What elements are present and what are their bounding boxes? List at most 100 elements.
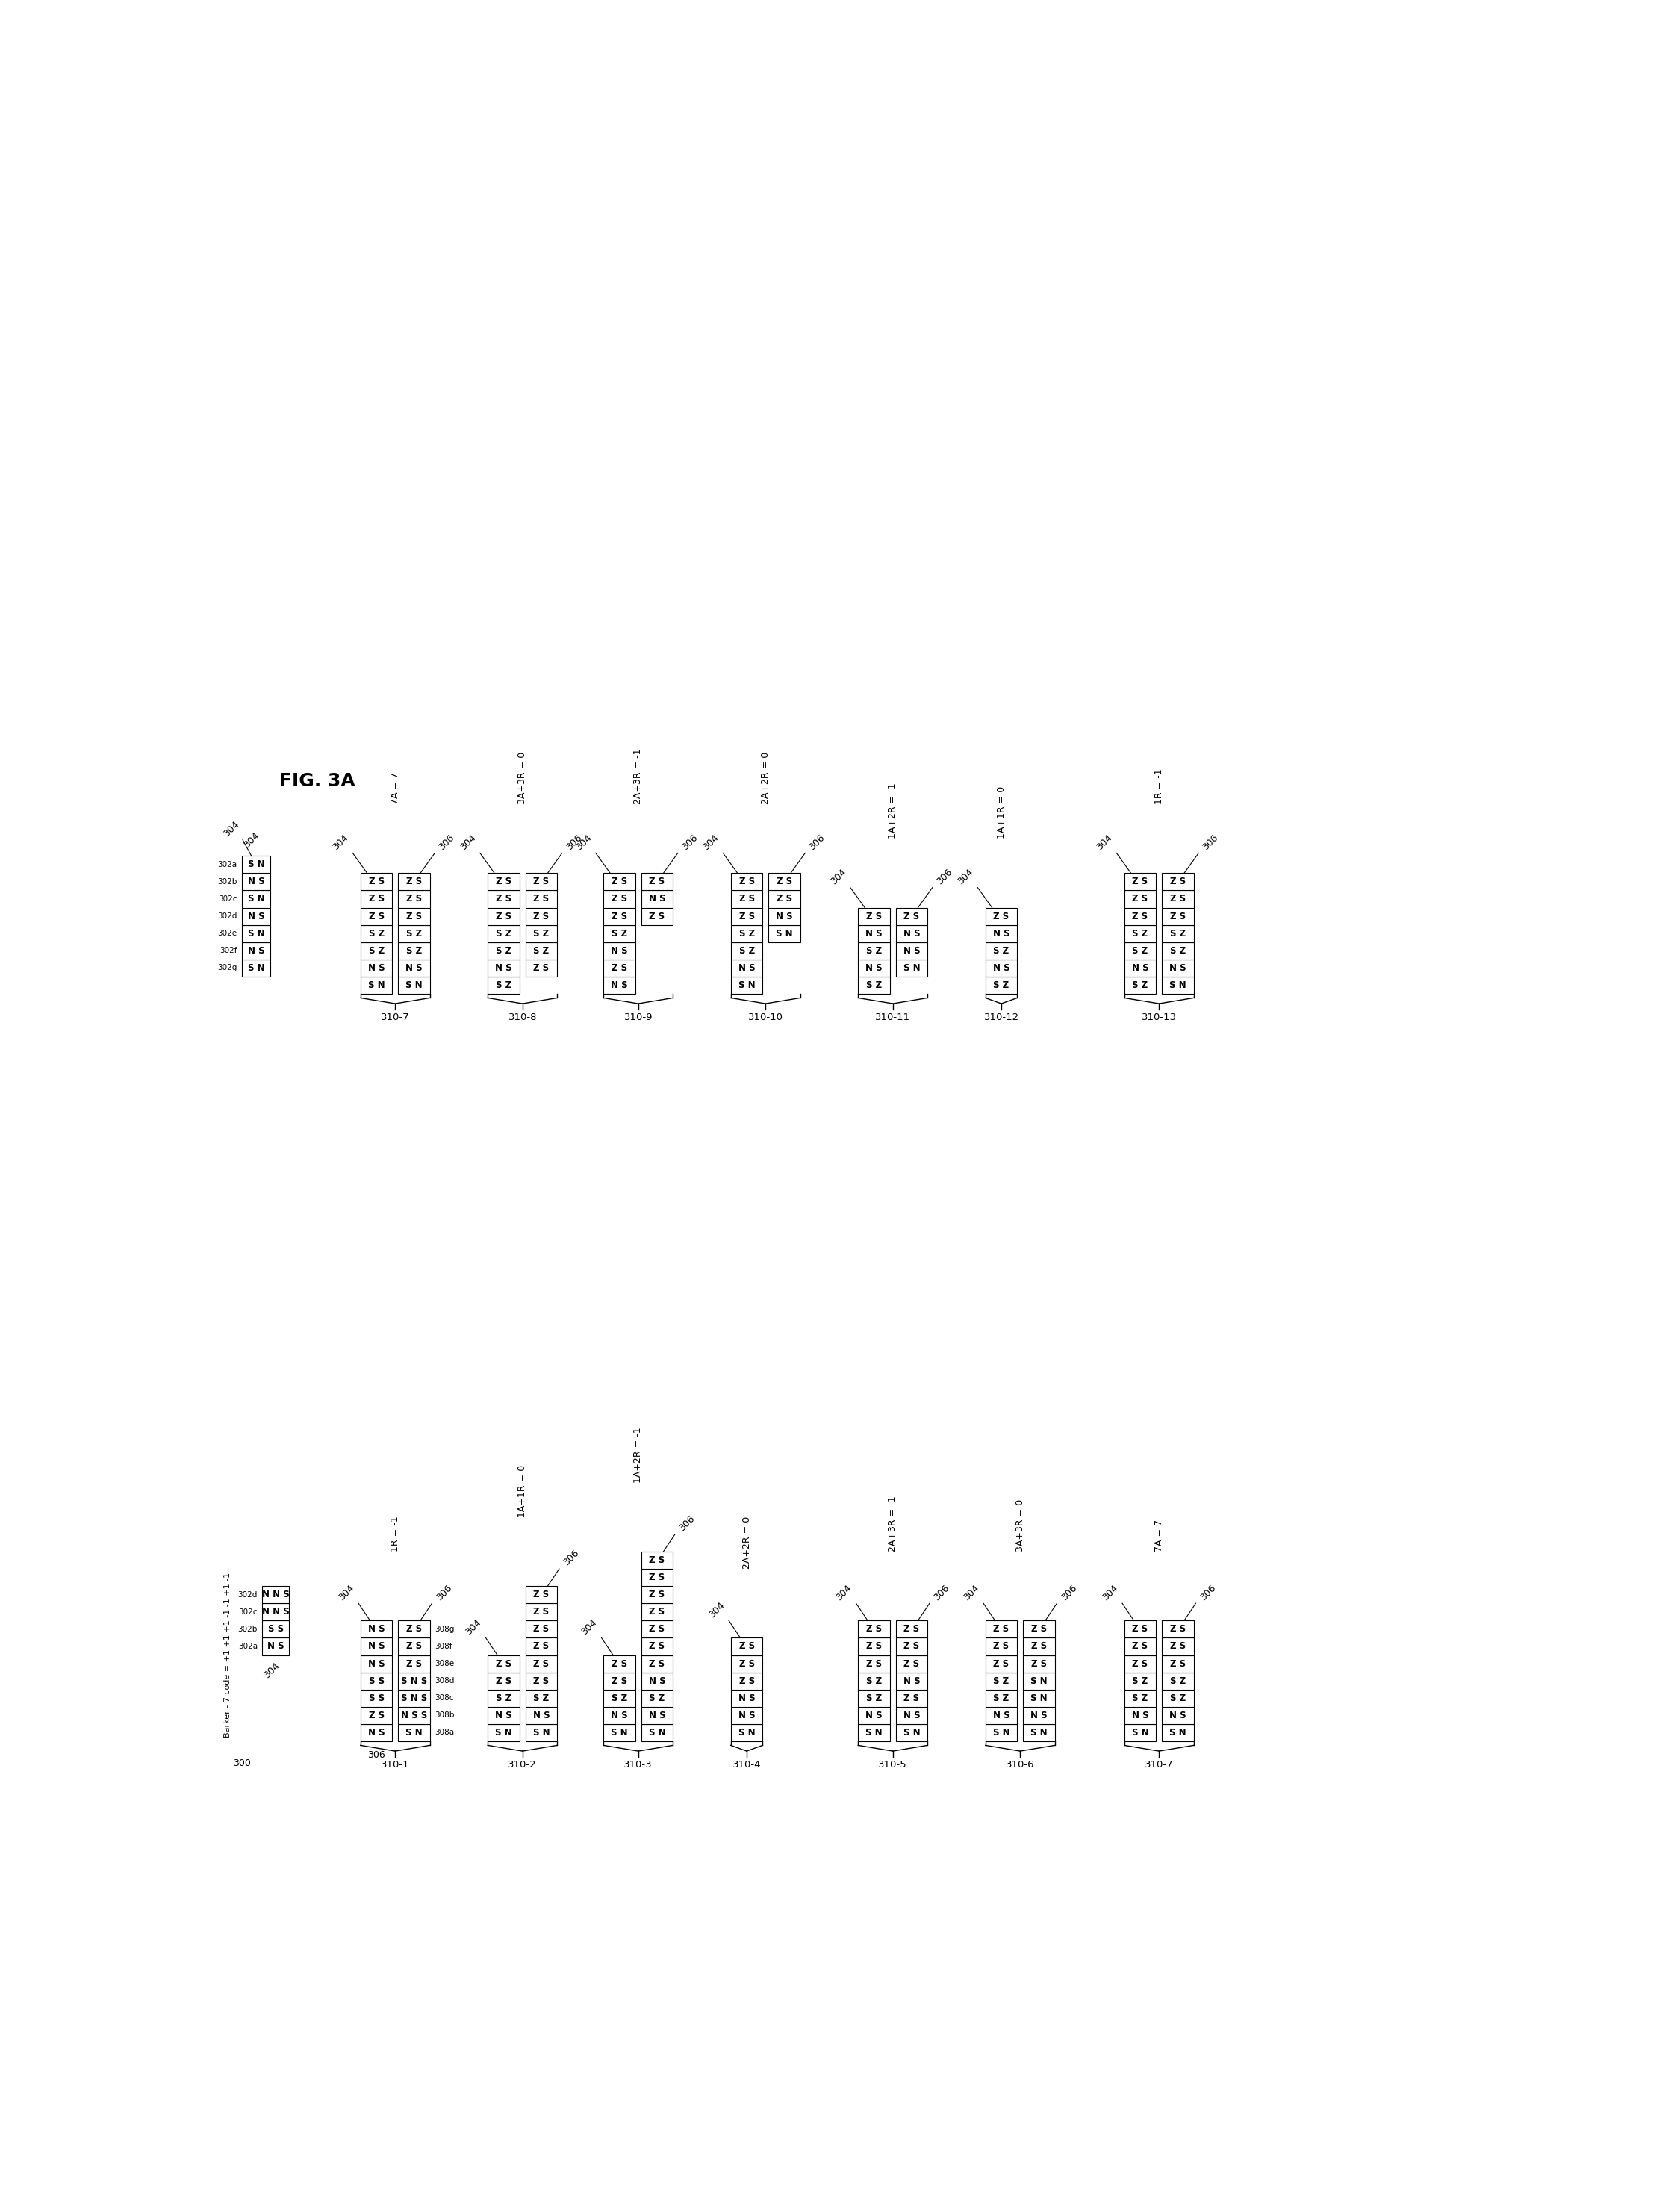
Text: S N: S N <box>1132 1729 1149 1737</box>
Bar <box>361 1689 393 1707</box>
Bar <box>242 907 270 925</box>
Text: Z S: Z S <box>739 1676 754 1687</box>
Text: S N: S N <box>247 859 264 870</box>
Bar <box>242 942 270 960</box>
Bar <box>642 1656 674 1671</box>
Bar <box>603 960 635 978</box>
Bar <box>642 890 674 907</box>
Text: Z S: Z S <box>648 1658 665 1669</box>
Bar <box>642 874 674 890</box>
Text: Z S: Z S <box>867 912 882 920</box>
Text: S Z: S Z <box>534 1693 549 1702</box>
Bar <box>858 1724 890 1742</box>
Bar <box>642 1671 674 1689</box>
Text: N S: N S <box>865 1711 882 1720</box>
Bar <box>603 874 635 890</box>
Text: Z S: Z S <box>867 1640 882 1652</box>
Text: N S: N S <box>368 1625 385 1634</box>
Text: 2A+2R = 0: 2A+2R = 0 <box>761 751 771 804</box>
Bar <box>262 1603 289 1621</box>
Bar <box>858 1656 890 1671</box>
Text: S Z: S Z <box>534 929 549 938</box>
Bar <box>361 1707 393 1724</box>
Bar <box>262 1621 289 1638</box>
Bar <box>361 1724 393 1742</box>
Text: 304: 304 <box>835 1583 853 1603</box>
Text: 302g: 302g <box>217 964 237 971</box>
Text: S Z: S Z <box>648 1693 665 1702</box>
Text: Z S: Z S <box>739 1658 754 1669</box>
Text: N S: N S <box>993 929 1010 938</box>
Text: 304: 304 <box>1100 1583 1121 1603</box>
Text: Z S: Z S <box>612 894 627 903</box>
Bar <box>731 907 763 925</box>
Text: N S: N S <box>405 962 422 973</box>
Bar <box>603 978 635 993</box>
Bar <box>487 890 519 907</box>
Bar <box>398 978 430 993</box>
Text: Z S: Z S <box>1169 876 1186 887</box>
Text: N S: N S <box>1169 962 1186 973</box>
Bar <box>1023 1621 1055 1638</box>
Text: 7A = 7: 7A = 7 <box>1154 1519 1164 1552</box>
Text: S N: S N <box>405 980 422 991</box>
Bar <box>603 907 635 925</box>
Text: N S: N S <box>865 962 882 973</box>
Text: 302f: 302f <box>220 947 237 953</box>
Bar <box>526 1621 558 1638</box>
Text: Z S: Z S <box>1132 894 1147 903</box>
Text: Z S: Z S <box>612 876 627 887</box>
Bar <box>487 1707 519 1724</box>
Bar <box>642 1552 674 1568</box>
Text: Z S: Z S <box>534 912 549 920</box>
Bar <box>1163 925 1194 942</box>
Bar <box>361 874 393 890</box>
Text: Z S: Z S <box>904 912 919 920</box>
Bar <box>642 1638 674 1656</box>
Text: Z S: Z S <box>534 1640 549 1652</box>
Text: 302d: 302d <box>217 912 237 920</box>
Bar <box>986 1689 1018 1707</box>
Text: N S: N S <box>267 1640 284 1652</box>
Text: Z S: Z S <box>1169 1625 1186 1634</box>
Bar <box>1023 1671 1055 1689</box>
Bar <box>398 1724 430 1742</box>
Text: Z S: Z S <box>993 1625 1010 1634</box>
Bar <box>398 942 430 960</box>
Bar <box>603 925 635 942</box>
Bar <box>1124 942 1156 960</box>
Bar <box>487 925 519 942</box>
Bar <box>895 1724 927 1742</box>
Bar <box>895 907 927 925</box>
Text: 7A = 7: 7A = 7 <box>390 773 400 804</box>
Bar <box>768 907 800 925</box>
Text: 304: 304 <box>242 830 260 850</box>
Text: Z S: Z S <box>1169 1640 1186 1652</box>
Text: Z S: Z S <box>407 894 422 903</box>
Text: Z S: Z S <box>739 894 754 903</box>
Text: N N S: N N S <box>262 1607 289 1616</box>
Text: Z S: Z S <box>534 1676 549 1687</box>
Text: S N: S N <box>612 1729 628 1737</box>
Text: 302d: 302d <box>239 1592 257 1599</box>
Text: N S: N S <box>776 912 793 920</box>
Text: 306: 306 <box>680 832 699 852</box>
Bar <box>262 1585 289 1603</box>
Text: Z S: Z S <box>534 1658 549 1669</box>
Bar <box>603 1671 635 1689</box>
Bar <box>361 1671 393 1689</box>
Bar <box>858 978 890 993</box>
Text: N S: N S <box>648 1711 665 1720</box>
Bar <box>1124 907 1156 925</box>
Text: S N: S N <box>405 1729 422 1737</box>
Text: Z S: Z S <box>612 912 627 920</box>
Bar <box>526 942 558 960</box>
Text: Z S: Z S <box>1132 1658 1147 1669</box>
Text: S Z: S Z <box>867 947 882 956</box>
Text: N S: N S <box>1169 1711 1186 1720</box>
Bar <box>1124 1689 1156 1707</box>
Text: Z S: Z S <box>368 912 385 920</box>
Bar <box>1163 1689 1194 1707</box>
Bar <box>487 978 519 993</box>
Text: 302b: 302b <box>217 879 237 885</box>
